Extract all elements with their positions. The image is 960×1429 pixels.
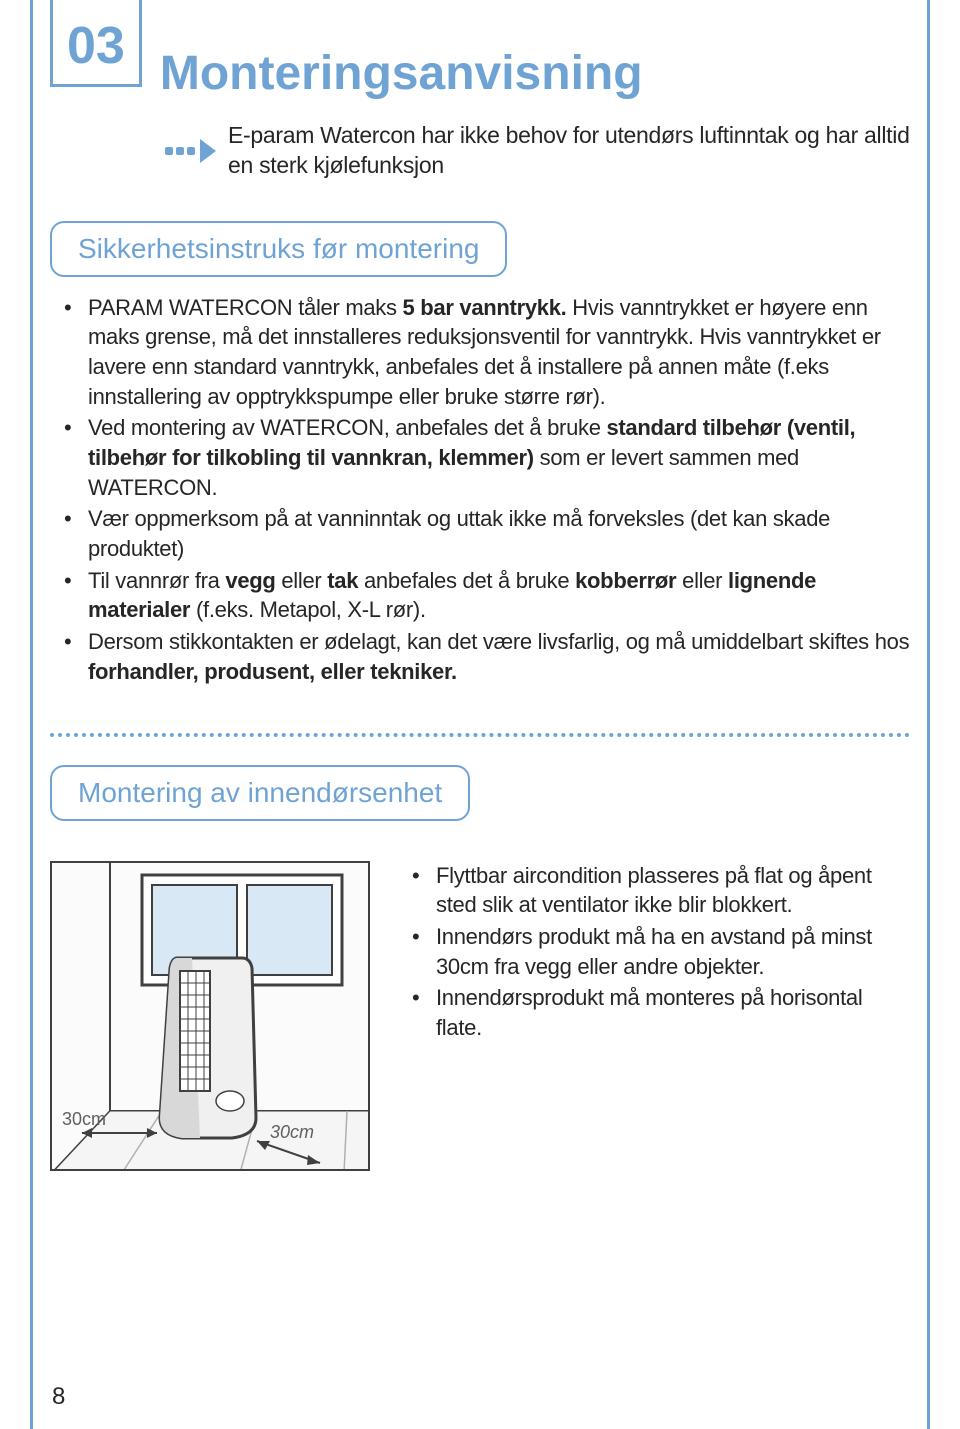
chapter-title: Monteringsanvisning [160,40,643,101]
list-item: Innendørsprodukt må monteres på horisont… [398,983,910,1042]
dots-arrow-icon [165,139,216,163]
page-content: 03 Monteringsanvisning E-param Watercon … [0,0,960,1201]
list-item: Vær oppmerksom på at vanninntak og uttak… [50,504,910,563]
section1-list: PARAM WATERCON tåler maks 5 bar vanntryk… [50,293,910,687]
page-number: 8 [52,1383,65,1411]
subtitle-row: E-param Watercon har ikke behov for uten… [165,121,910,181]
diagram-label-right: 30cm [270,1122,314,1142]
diagram-svg: 30cm 30cm [52,863,370,1171]
list-item: Flyttbar aircondition plasseres på flat … [398,861,910,920]
list-item: Ved montering av WATERCON, anbefales det… [50,413,910,502]
section2-list: Flyttbar aircondition plasseres på flat … [398,861,910,1045]
section2-heading: Montering av innendørsenhet [50,765,470,821]
list-item: Dersom stikkontakten er ødelagt, kan det… [50,627,910,686]
diagram-label-left: 30cm [62,1109,106,1129]
dotted-divider [50,733,910,737]
section1-heading: Sikkerhetsinstruks før montering [50,221,507,277]
chapter-header: 03 Monteringsanvisning [50,40,910,101]
list-item: PARAM WATERCON tåler maks 5 bar vanntryk… [50,293,910,412]
list-item: Til vannrør fra vegg eller tak anbefales… [50,566,910,625]
install-section: 30cm 30cm Flyttbar aircondition plassere… [50,861,910,1171]
install-diagram: 30cm 30cm [50,861,370,1171]
chapter-number: 03 [50,0,142,87]
subtitle-text: E-param Watercon har ikke behov for uten… [228,121,910,181]
list-item: Innendørs produkt må ha en avstand på mi… [398,922,910,981]
